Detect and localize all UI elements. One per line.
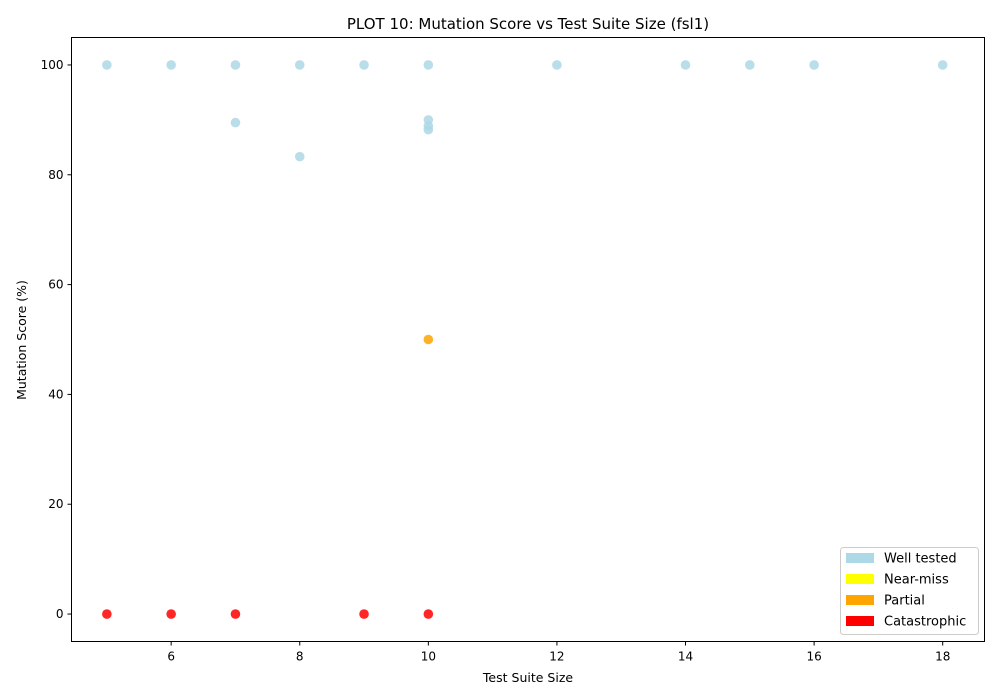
chart-title: PLOT 10: Mutation Score vs Test Suite Si…: [347, 15, 709, 33]
data-point: [423, 609, 434, 619]
legend-swatch: [846, 553, 874, 563]
data-point: [230, 60, 241, 70]
y-tick-label: 0: [56, 607, 64, 621]
legend-label: Near-miss: [884, 573, 949, 588]
data-point: [552, 60, 562, 70]
data-point: [809, 60, 819, 70]
legend: Well tested Near-miss Partial Catastrophic: [840, 547, 979, 635]
y-tick-label: 80: [48, 168, 63, 182]
data-point: [166, 609, 176, 619]
y-tick-label: 60: [48, 278, 63, 292]
x-tick-label: 6: [167, 650, 175, 664]
data-point: [102, 60, 112, 70]
data-point: [745, 60, 755, 70]
x-tick-label: 8: [296, 650, 304, 664]
x-tick-label: 12: [549, 650, 564, 664]
legend-label: Partial: [884, 594, 925, 609]
y-tick-label: 20: [48, 497, 63, 511]
data-point: [423, 334, 434, 345]
data-point: [230, 117, 241, 128]
x-axis-label: Test Suite Size: [482, 670, 573, 685]
data-point: [294, 151, 305, 162]
data-point: [359, 60, 369, 70]
y-axis-label: Mutation Score (%): [14, 280, 29, 400]
x-tick-label: 16: [806, 650, 821, 664]
y-tick-label: 40: [48, 387, 63, 401]
plot-frame: [71, 37, 985, 642]
legend-swatch: [846, 616, 874, 626]
data-point: [680, 60, 691, 70]
data-point: [423, 124, 434, 135]
legend-swatch: [846, 595, 874, 605]
y-axis-ticks: 0 20 40 60 80 100: [41, 58, 72, 621]
data-point: [937, 60, 948, 70]
data-points: [102, 60, 948, 619]
legend-box: [840, 547, 979, 635]
x-tick-label: 18: [935, 650, 950, 664]
x-axis-ticks: 6 8 10 12 14 16 18: [167, 641, 950, 664]
legend-label: Well tested: [884, 552, 957, 567]
legend-swatch: [846, 574, 874, 584]
data-point: [102, 609, 112, 619]
data-point: [294, 60, 305, 70]
data-point: [423, 60, 434, 70]
y-tick-label: 100: [41, 58, 64, 72]
legend-label: Catastrophic: [884, 615, 966, 630]
x-tick-label: 14: [678, 650, 693, 664]
data-point: [359, 609, 369, 619]
data-point: [166, 60, 176, 70]
x-tick-label: 10: [421, 650, 436, 664]
data-point: [230, 609, 241, 619]
